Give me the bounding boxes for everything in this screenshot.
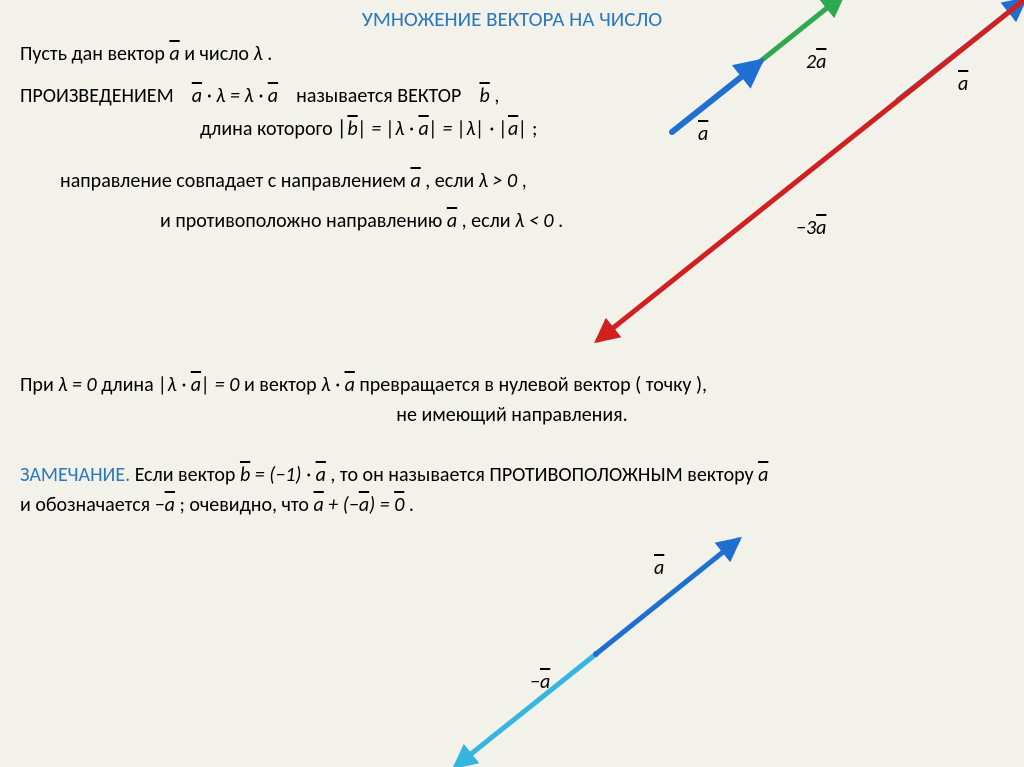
vector-b: b <box>240 463 250 487</box>
text: и число <box>184 42 253 66</box>
vector-a: a <box>169 42 179 66</box>
formula: | = |λ| · | <box>429 117 508 141</box>
vector-b: b <box>479 84 489 108</box>
paragraph-2: ПРОИЗВЕДЕНИЕМ a · λ = λ · a называется В… <box>20 84 1004 108</box>
vector-a: a <box>418 117 428 141</box>
vector-a: a <box>313 493 323 517</box>
formula: | = |λ · <box>358 117 419 141</box>
text: . <box>409 493 414 517</box>
paragraph-1: Пусть дан вектор a и число λ . <box>20 42 1004 66</box>
text: . <box>267 42 272 66</box>
text: и вектор <box>244 373 321 397</box>
vector-a: a <box>758 463 768 487</box>
vector-a: a <box>268 84 278 108</box>
formula: = (−1) · <box>255 463 316 487</box>
paragraph-9: и обозначается −a ; очевидно, что a + (−… <box>20 493 1004 517</box>
note-label: ЗАМЕЧАНИЕ. <box>20 463 130 487</box>
page-title: УМНОЖЕНИЕ ВЕКТОРА НА ЧИСЛО <box>0 0 1024 32</box>
text: ; очевидно, что <box>179 493 313 517</box>
text: ПРОИЗВЕДЕНИЕМ <box>20 84 178 108</box>
text: и противоположно направлению <box>160 209 447 233</box>
formula: | <box>337 114 347 141</box>
text: Пусть дан вектор <box>20 42 169 66</box>
formula: λ > 0 <box>479 169 517 193</box>
formula: λ < 0 <box>515 209 553 233</box>
text: При <box>20 373 58 397</box>
text: превращается в нулевой вектор ( точку ), <box>359 373 707 397</box>
text: , <box>494 84 499 108</box>
vector-a: a <box>345 373 355 397</box>
vector-a: a <box>508 117 518 141</box>
vector-a: a <box>165 493 175 517</box>
text: ; <box>532 117 537 141</box>
formula: ) = <box>369 493 394 517</box>
label-a-1: a <box>698 122 708 146</box>
formula: λ = 0 <box>58 373 96 397</box>
paragraph-6: При λ = 0 длина |λ · a| = 0 и вектор λ ·… <box>20 373 1004 397</box>
text: называется ВЕКТОР <box>296 84 466 108</box>
text: , если <box>425 169 478 193</box>
label-nega-bottom: −a <box>530 670 550 694</box>
text: Если вектор <box>135 463 240 487</box>
vector-a: a <box>191 373 201 397</box>
formula: − <box>155 493 165 517</box>
text: длина которого <box>200 117 337 141</box>
paragraph-8: ЗАМЕЧАНИЕ. Если вектор b = (−1) · a , то… <box>20 463 1004 487</box>
formula: λ · <box>321 373 344 397</box>
vector-b: b <box>347 117 357 141</box>
vector-a: a <box>359 493 369 517</box>
label-2a: 2a <box>806 50 826 74</box>
formula: | = 0 <box>201 373 239 397</box>
formula: | <box>518 117 527 141</box>
formula: |λ · <box>158 373 191 397</box>
paragraph-5: и противоположно направлению a , если λ … <box>160 209 1004 233</box>
text: , <box>522 169 527 193</box>
paragraph-3: длина которого |b| = |λ · a| = |λ| · |a|… <box>200 114 1004 141</box>
vector-a: a <box>410 169 420 193</box>
text: и обозначается <box>20 493 155 517</box>
vector-a: a <box>316 463 326 487</box>
zero-vector: 0 <box>394 493 404 517</box>
text: направление совпадает с направлением <box>60 169 410 193</box>
paragraph-7: не имеющий направления. <box>20 403 1004 427</box>
text: не имеющий направления. <box>396 403 627 427</box>
text: , то он называется ПРОТИВОПОЛОЖНЫМ векто… <box>330 463 758 487</box>
vector-a: a <box>447 209 457 233</box>
lambda: λ <box>253 42 262 66</box>
label-neg3a: −3a <box>796 216 826 240</box>
text: . <box>558 209 563 233</box>
formula: · λ = λ · <box>207 84 268 108</box>
text: длина <box>101 373 158 397</box>
vector-a: a <box>192 84 202 108</box>
label-a-bottom: a <box>654 556 664 580</box>
formula: + (− <box>324 493 359 517</box>
text: , если <box>462 209 515 233</box>
label-a-2: a <box>958 72 968 96</box>
paragraph-4: направление совпадает с направлением a ,… <box>60 169 1004 193</box>
